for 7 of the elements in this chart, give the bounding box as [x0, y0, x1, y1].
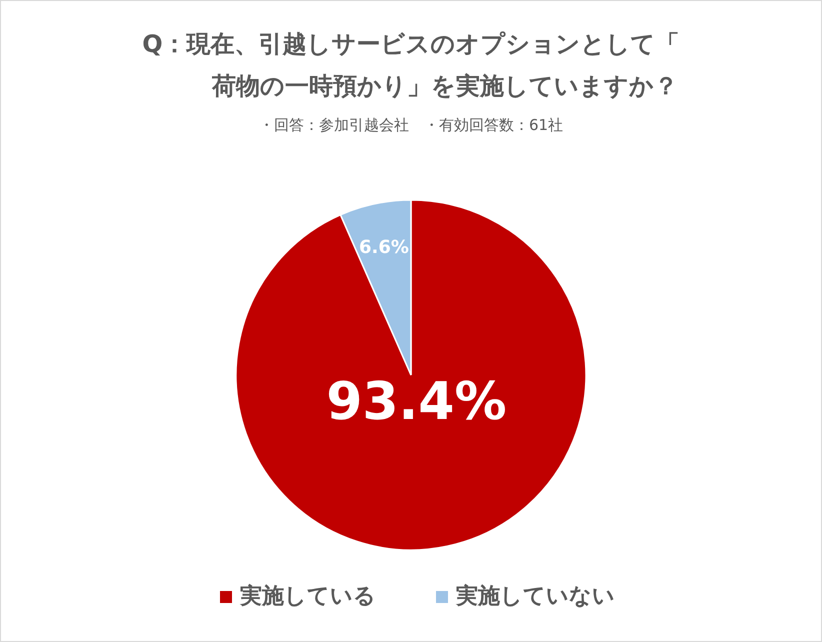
chart-subtitle: ・回答：参加引越会社 ・有効回答数：61社 — [258, 116, 564, 134]
pie-slice — [235, 199, 587, 551]
data-label: 93.4% — [326, 372, 507, 432]
chart-title: Q：現在、引越しサービスのオプションとして「荷物の一時預かり」を実施していますか？ — [142, 30, 680, 100]
legend-label: 実施している — [239, 583, 376, 609]
data-label: 6.6% — [359, 236, 409, 258]
legend-label: 実施していない — [455, 583, 615, 609]
